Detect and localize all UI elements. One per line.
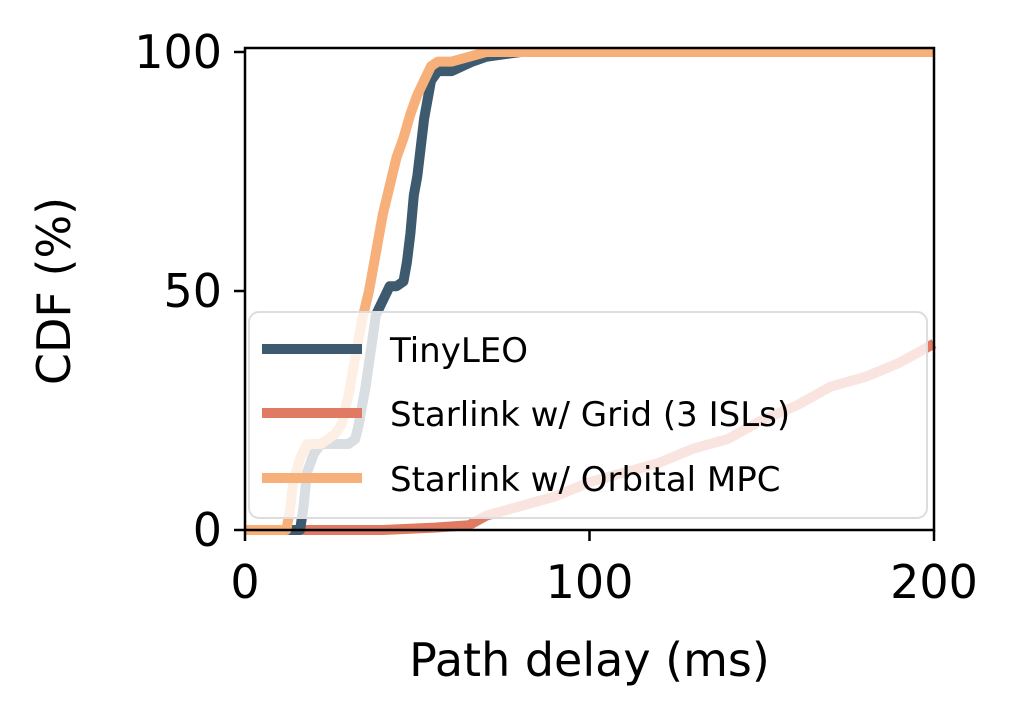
y-tick-label-50: 50	[163, 264, 222, 318]
y-axis-label: CDF (%)	[27, 197, 81, 385]
legend-label-grid: Starlink w/ Grid (3 ISLs)	[390, 395, 790, 435]
legend: TinyLEO Starlink w/ Grid (3 ISLs) Starli…	[248, 311, 928, 519]
y-axis: 0 50 100 CDF (%)	[27, 25, 245, 557]
legend-label-tinyleo: TinyLEO	[389, 331, 528, 371]
x-tick-label-200: 200	[890, 555, 978, 609]
y-tick-label-0: 0	[193, 503, 222, 557]
x-axis-label: Path delay (ms)	[409, 633, 770, 687]
x-tick-label-0: 0	[230, 555, 259, 609]
x-axis: 0 100 200 Path delay (ms)	[230, 530, 978, 687]
legend-label-orbital-mpc: Starlink w/ Orbital MPC	[390, 460, 781, 500]
y-tick-label-100: 100	[134, 25, 222, 79]
legend-box	[248, 311, 928, 519]
x-tick-label-100: 100	[546, 555, 634, 609]
